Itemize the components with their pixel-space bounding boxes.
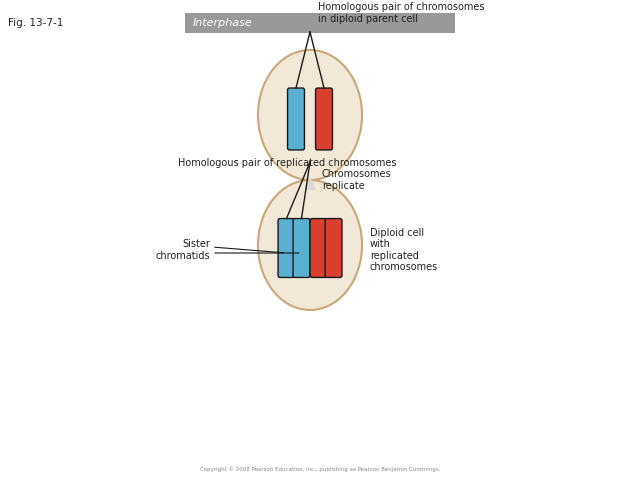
Ellipse shape	[258, 50, 362, 180]
FancyBboxPatch shape	[293, 218, 310, 277]
FancyBboxPatch shape	[316, 88, 332, 150]
Text: Homologous pair of replicated chromosomes: Homologous pair of replicated chromosome…	[178, 158, 397, 168]
Text: Sister
chromatids: Sister chromatids	[156, 239, 210, 261]
Text: Diploid cell
with
replicated
chromosomes: Diploid cell with replicated chromosomes	[370, 228, 438, 273]
Text: Chromosomes
replicate: Chromosomes replicate	[322, 169, 392, 191]
Text: Copyright © 2008 Pearson Education, Inc., publishing as Pearson Benjamin Cumming: Copyright © 2008 Pearson Education, Inc.…	[200, 467, 440, 472]
Text: Homologous pair of chromosomes
in diploid parent cell: Homologous pair of chromosomes in diploi…	[318, 2, 484, 24]
FancyBboxPatch shape	[310, 218, 327, 277]
Ellipse shape	[258, 180, 362, 310]
Bar	[185, 13, 455, 33]
FancyBboxPatch shape	[325, 218, 342, 277]
FancyBboxPatch shape	[287, 88, 305, 150]
Text: Interphase: Interphase	[193, 18, 253, 28]
FancyBboxPatch shape	[278, 218, 295, 277]
Text: Fig. 13-7-1: Fig. 13-7-1	[8, 18, 63, 28]
